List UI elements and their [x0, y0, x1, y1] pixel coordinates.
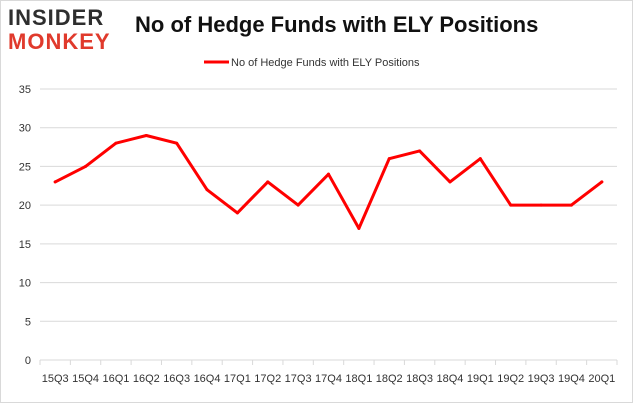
data-point	[418, 149, 422, 153]
y-tick-label: 15	[19, 239, 31, 251]
data-point	[357, 226, 361, 230]
x-tick-label: 16Q3	[163, 373, 190, 385]
x-tick-label: 20Q1	[588, 373, 615, 385]
x-tick-label: 17Q3	[285, 373, 312, 385]
x-tick-label: 16Q4	[194, 373, 221, 385]
data-point	[478, 157, 482, 161]
legend-label: No of Hedge Funds with ELY Positions	[231, 57, 420, 69]
series-line	[53, 134, 604, 230]
logo-bottom-text: MONKEY	[8, 29, 111, 54]
data-point	[569, 203, 573, 207]
y-tick-label: 5	[25, 316, 31, 328]
data-point	[600, 180, 604, 184]
data-point	[509, 203, 513, 207]
y-tick-label: 10	[19, 278, 31, 290]
x-tick-label: 17Q1	[224, 373, 251, 385]
x-tick-label: 18Q1	[345, 373, 372, 385]
data-point	[205, 188, 209, 192]
series-layer	[53, 133, 604, 230]
y-tick-label: 35	[19, 84, 31, 96]
data-point	[235, 211, 239, 215]
legend: No of Hedge Funds with ELY Positions	[204, 57, 420, 69]
logo-top-text: INSIDER	[8, 5, 104, 30]
data-point	[327, 172, 330, 176]
x-tick-label: 16Q2	[133, 373, 160, 385]
x-tick-label: 17Q4	[315, 373, 342, 385]
data-point	[266, 180, 270, 184]
data-point	[114, 141, 118, 145]
data-point	[296, 203, 300, 207]
x-tick-label: 15Q3	[42, 373, 69, 385]
x-tick-label: 18Q4	[437, 373, 464, 385]
y-tick-label: 0	[25, 355, 31, 367]
insider-monkey-logo: INSIDER MONKEY	[8, 5, 111, 54]
x-tick-label: 19Q4	[558, 373, 585, 385]
x-tick-label: 19Q3	[528, 373, 555, 385]
data-point	[539, 203, 543, 207]
x-tick-label: 19Q2	[497, 373, 524, 385]
data-point	[387, 157, 391, 161]
x-tick-label: 17Q2	[254, 373, 281, 385]
y-tick-label: 20	[19, 200, 31, 212]
gridlines	[40, 88, 617, 361]
x-tick-label: 19Q1	[467, 373, 494, 385]
data-point	[175, 141, 179, 145]
data-point	[448, 180, 452, 184]
x-tick-label: 18Q2	[376, 373, 403, 385]
chart-title: No of Hedge Funds with ELY Positions	[135, 12, 539, 37]
data-point	[53, 180, 57, 184]
data-point	[84, 164, 88, 168]
x-tick-label: 18Q3	[406, 373, 433, 385]
x-tick-label: 15Q4	[72, 373, 99, 385]
y-tick-label: 30	[19, 123, 31, 135]
data-point	[144, 133, 148, 137]
y-tick-label: 25	[19, 161, 31, 173]
x-tick-label: 16Q1	[102, 373, 129, 385]
